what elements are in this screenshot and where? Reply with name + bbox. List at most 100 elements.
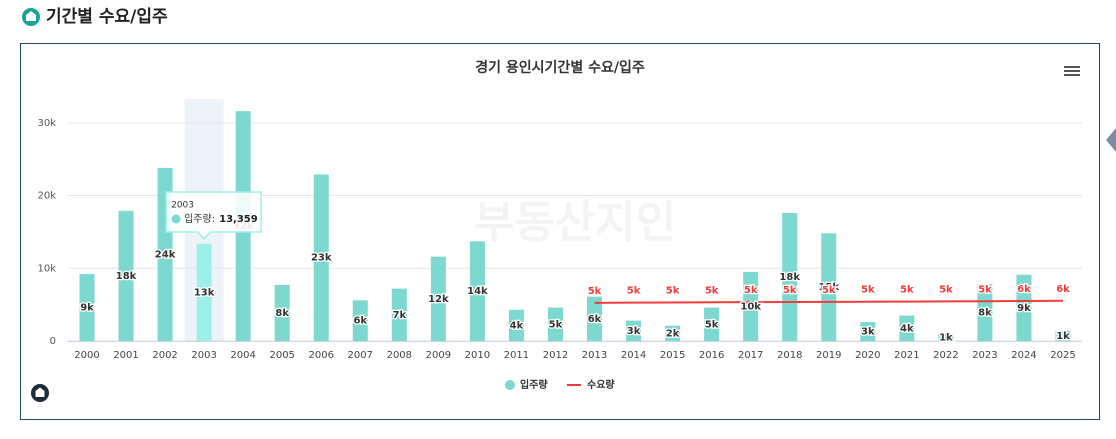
data-label: 1k — [1056, 331, 1070, 342]
x-tick-label: 2003 — [191, 350, 216, 361]
watermark: 부동산지인 — [474, 197, 676, 248]
bar — [743, 271, 759, 341]
data-label: 5k — [705, 319, 719, 330]
y-tick-label: 20k — [37, 191, 56, 202]
tooltip-swatch — [171, 214, 181, 224]
data-label: 6k — [588, 314, 602, 325]
x-tick-label: 2005 — [269, 350, 294, 361]
x-tick-label: 2014 — [621, 350, 646, 361]
logo-house — [35, 387, 45, 397]
bar — [860, 322, 876, 341]
tooltip-category: 2003 — [171, 201, 194, 211]
bar — [547, 307, 563, 341]
bar — [1016, 274, 1032, 341]
x-tick-label: 2021 — [894, 350, 919, 361]
bar — [626, 320, 642, 341]
tooltip-box — [165, 191, 262, 241]
data-label: 5k — [549, 319, 563, 330]
x-tick-label: 2023 — [972, 350, 997, 361]
data-label: 10k — [740, 301, 761, 312]
data-label: 5k — [783, 285, 797, 296]
data-label: 9k — [1017, 303, 1031, 314]
x-tick-label: 2019 — [816, 350, 841, 361]
bar — [391, 288, 407, 341]
bar — [274, 285, 290, 341]
data-label: 23k — [311, 253, 332, 264]
data-label: 18k — [116, 271, 137, 282]
data-label: 18k — [779, 272, 800, 283]
x-tick-label: 2007 — [348, 350, 373, 361]
bar — [938, 333, 954, 341]
data-label: 4k — [510, 320, 524, 331]
bar — [79, 274, 95, 341]
data-label: 5k — [939, 284, 953, 295]
bar — [665, 325, 681, 341]
x-tick-label: 2017 — [738, 350, 763, 361]
chart-title: 경기 용인시기간별 수요/입주 — [475, 59, 645, 76]
x-tick-label: 2006 — [309, 350, 334, 361]
bar — [196, 243, 212, 341]
data-label: 3k — [861, 327, 875, 338]
x-tick-label: 2001 — [113, 350, 138, 361]
bar — [704, 307, 720, 341]
x-tick-label: 2012 — [543, 350, 568, 361]
bar — [899, 315, 915, 341]
x-tick-label: 2010 — [465, 350, 490, 361]
legend-label: 입주량 — [520, 378, 548, 391]
x-tick-label: 2008 — [387, 350, 412, 361]
data-label: 5k — [822, 285, 836, 296]
data-label: 14k — [467, 286, 488, 297]
bar — [430, 256, 446, 341]
data-label: 13k — [194, 287, 215, 298]
data-label: 3k — [627, 326, 641, 337]
legend-swatch — [505, 380, 515, 390]
x-tick-label: 2016 — [699, 350, 724, 361]
data-label: 15k — [818, 282, 839, 293]
data-label: 4k — [900, 323, 914, 334]
side-arrow[interactable] — [1106, 128, 1116, 152]
header-title: 기간별 수요/입주 — [46, 7, 168, 27]
bar — [587, 296, 603, 341]
bar — [1055, 330, 1071, 341]
data-label: 5k — [627, 286, 641, 297]
data-label: 5k — [588, 286, 602, 297]
y-tick-label: 30k — [37, 118, 56, 129]
bar — [977, 284, 993, 341]
y-tick-label: 10k — [37, 263, 56, 274]
data-label: 6k — [353, 316, 367, 327]
data-label: 8k — [275, 308, 289, 319]
data-label: 5k — [705, 285, 719, 296]
line — [594, 299, 1064, 304]
bar — [508, 309, 524, 341]
data-label: 5k — [744, 285, 758, 296]
x-tick-label: 2002 — [152, 350, 177, 361]
x-tick-label: 2013 — [582, 350, 607, 361]
x-tick-label: 2020 — [855, 350, 880, 361]
tooltip-name: 입주량: — [184, 212, 215, 225]
data-label: 12k — [428, 294, 449, 305]
x-tick-label: 2000 — [74, 350, 99, 361]
bar — [821, 233, 837, 341]
x-tick-label: 2004 — [230, 350, 255, 361]
bar — [118, 210, 134, 341]
data-label: 7k — [393, 310, 407, 321]
bar — [782, 213, 798, 341]
x-tick-label: 2011 — [504, 350, 529, 361]
data-label: 8k — [978, 308, 992, 319]
data-label: 9k — [80, 303, 94, 314]
x-tick-label: 2009 — [426, 350, 451, 361]
header-icon-house — [26, 11, 36, 21]
data-label: 6k — [1017, 284, 1031, 295]
bar — [313, 174, 329, 341]
x-tick-label: 2022 — [933, 350, 958, 361]
data-label: 6k — [1056, 284, 1070, 295]
x-tick-label: 2015 — [660, 350, 685, 361]
tooltip-value: 13,359 — [219, 214, 258, 225]
data-label: 1k — [939, 332, 953, 343]
data-label: 2k — [666, 328, 680, 339]
y-tick-label: 0 — [50, 336, 56, 347]
x-tick-label: 2025 — [1050, 350, 1075, 361]
bar — [469, 241, 485, 341]
menu-icon[interactable] — [1064, 66, 1080, 76]
